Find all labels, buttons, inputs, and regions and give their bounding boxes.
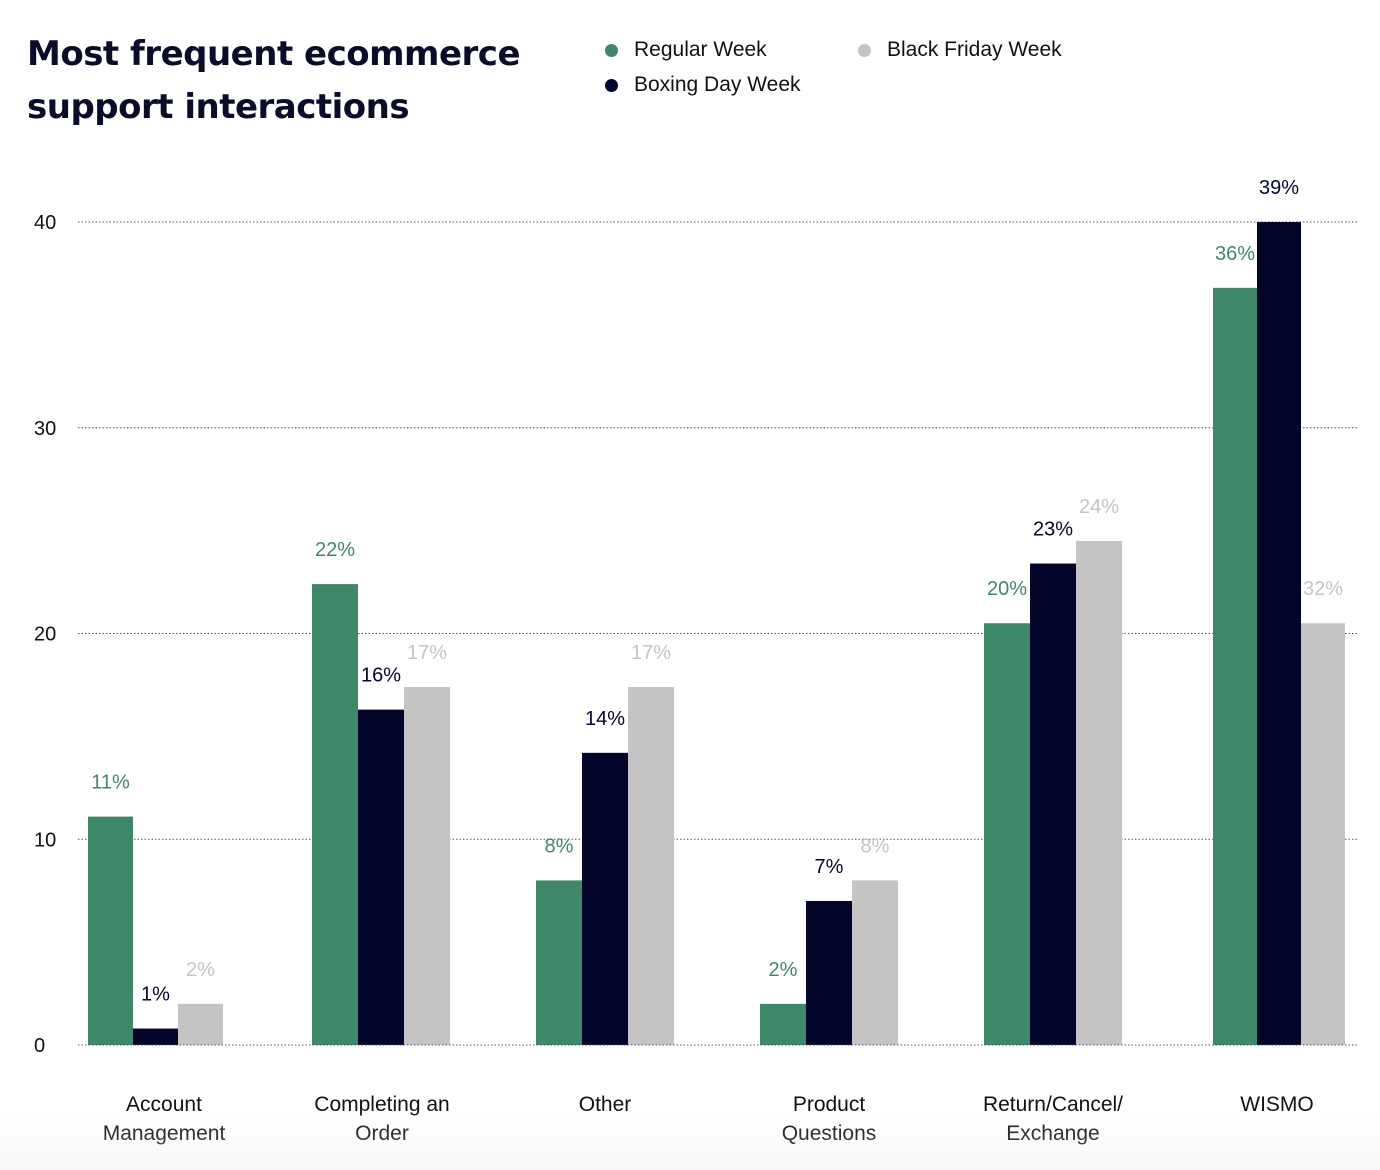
x-category-label-wismo: WISMO (1240, 1093, 1314, 1116)
data-label-other-boxing-day-week: 14% (585, 708, 625, 730)
legend-dot-regular-week (605, 43, 618, 57)
data-label-product-questions-boxing-day-week: 7% (815, 856, 844, 878)
data-label-return-cancel-exchange-black-friday-week: 24% (1079, 496, 1119, 518)
y-tick-label-10: 10 (34, 829, 56, 851)
bar-return-cancel-exchange-boxing-day-week (1030, 563, 1076, 1045)
y-tick-label-40: 40 (34, 212, 56, 234)
data-label-wismo-regular-week: 36% (1215, 243, 1255, 265)
data-label-other-regular-week: 8% (545, 835, 574, 857)
data-label-account-management-black-friday-week: 2% (186, 959, 215, 981)
legend-label-black-friday-week: Black Friday Week (887, 38, 1062, 61)
bar-wismo-regular-week (1213, 287, 1257, 1046)
legend-item-regular-week[interactable]: Regular Week (605, 36, 767, 64)
y-tick-label-30: 30 (34, 418, 56, 440)
legend-item-black-friday-week[interactable]: Black Friday Week (858, 36, 1062, 64)
bar-wismo-black-friday-week (1301, 623, 1345, 1045)
bar-other-regular-week (536, 880, 582, 1045)
data-label-completing-an-order-black-friday-week: 17% (407, 642, 447, 664)
bar-completing-an-order-boxing-day-week (358, 709, 404, 1045)
bar-completing-an-order-black-friday-week (404, 686, 450, 1045)
x-category-label-product-questions: Product (793, 1093, 866, 1116)
x-category-label-product-questions: Questions (782, 1122, 877, 1145)
data-label-account-management-boxing-day-week: 1% (141, 984, 170, 1006)
data-label-completing-an-order-regular-week: 22% (315, 539, 355, 561)
x-category-label-return-cancel-exchange: Exchange (1006, 1122, 1099, 1145)
x-category-label-account-management: Management (103, 1122, 226, 1145)
data-label-account-management-regular-week: 11% (91, 772, 130, 794)
y-tick-label-0: 0 (34, 1035, 45, 1057)
legend-label-regular-week: Regular Week (634, 38, 767, 61)
x-category-label-completing-an-order: Completing an (314, 1093, 449, 1116)
x-category-label-account-management: Account (126, 1093, 202, 1116)
x-category-label-completing-an-order: Order (355, 1122, 409, 1145)
bar-account-management-black-friday-week (178, 1003, 223, 1045)
data-label-product-questions-regular-week: 2% (769, 959, 798, 981)
bar-return-cancel-exchange-regular-week (984, 623, 1030, 1045)
bar-account-management-boxing-day-week (133, 1028, 178, 1045)
bar-completing-an-order-regular-week (312, 584, 358, 1045)
legend-dot-boxing-day-week (605, 78, 618, 92)
chart-title: Most frequent ecommerce support interact… (27, 34, 521, 127)
data-label-completing-an-order-boxing-day-week: 16% (361, 665, 401, 687)
data-label-product-questions-black-friday-week: 8% (861, 835, 890, 857)
x-category-label-return-cancel-exchange: Return/Cancel/ (983, 1093, 1123, 1116)
bar-account-management-regular-week (88, 816, 133, 1045)
data-label-other-black-friday-week: 17% (631, 642, 671, 664)
data-label-return-cancel-exchange-regular-week: 20% (987, 578, 1027, 600)
data-label-wismo-black-friday-week: 32% (1303, 578, 1343, 600)
y-tick-label-20: 20 (34, 624, 56, 646)
bar-product-questions-boxing-day-week (806, 900, 852, 1045)
legend-dot-black-friday-week (858, 43, 871, 57)
data-label-return-cancel-exchange-boxing-day-week: 23% (1033, 519, 1073, 541)
legend-label-boxing-day-week: Boxing Day Week (634, 73, 801, 96)
bar-return-cancel-exchange-black-friday-week (1076, 540, 1122, 1045)
bar-other-boxing-day-week (582, 752, 628, 1045)
x-category-label-other: Other (579, 1093, 632, 1116)
bar-other-black-friday-week (628, 686, 674, 1045)
data-label-wismo-boxing-day-week: 39% (1259, 177, 1299, 199)
bar-wismo-boxing-day-week (1257, 222, 1301, 1045)
bar-product-questions-black-friday-week (852, 880, 898, 1045)
legend-item-boxing-day-week[interactable]: Boxing Day Week (605, 71, 801, 99)
bar-product-questions-regular-week (760, 1003, 806, 1045)
